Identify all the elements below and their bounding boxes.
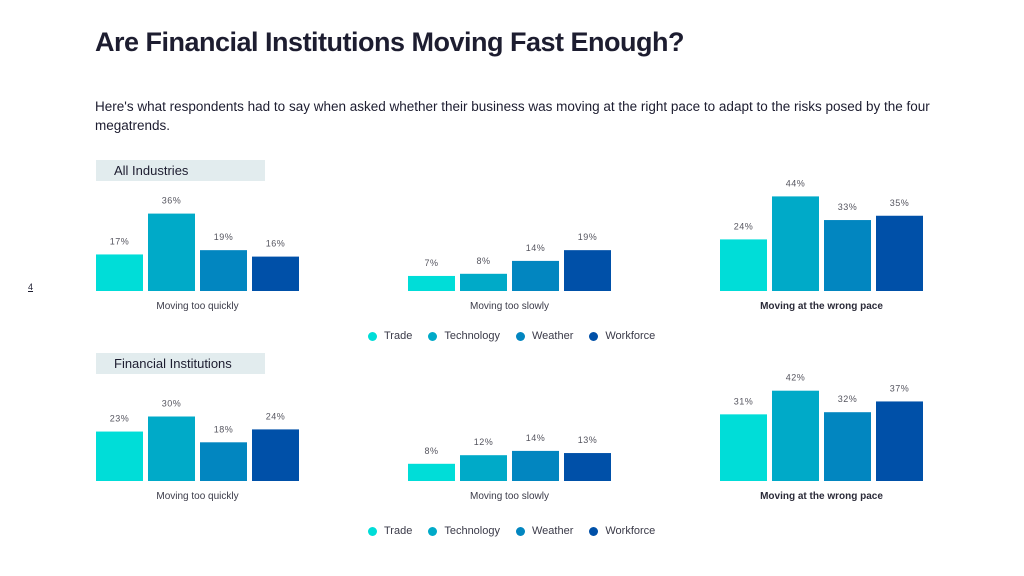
- legend-dot-workforce: [589, 526, 599, 536]
- bar-financial-institutions-moving-too-quickly-trade: [96, 431, 143, 481]
- legend-item-trade: Trade: [368, 330, 412, 342]
- bar-value-label-all-industries-moving-too-quickly-trade: 17%: [110, 236, 130, 246]
- legend-dot-technology: [428, 331, 438, 341]
- legend-dot-trade: [368, 331, 377, 341]
- legend-dot-weather: [515, 331, 525, 341]
- legend-financial-institutions: Trade Technology Weather Workforce: [368, 524, 671, 538]
- bar-value-label-financial-institutions-moving-at-the-wrong-pace-weather: 32%: [838, 394, 858, 404]
- bar-value-label-financial-institutions-moving-too-slowly-trade: 8%: [424, 446, 438, 456]
- bar-value-label-all-industries-moving-at-the-wrong-pace-trade: 24%: [734, 221, 754, 231]
- legend-item-weather: Weather: [515, 525, 574, 537]
- page-subtitle: Here's what respondents had to say when …: [95, 99, 930, 133]
- legend-label-weather: Weather: [531, 525, 574, 537]
- bar-financial-institutions-moving-at-the-wrong-pace-workforce: [876, 401, 923, 481]
- bar-all-industries-moving-too-slowly-weather: [512, 260, 559, 291]
- legend-dot-workforce: [589, 331, 599, 341]
- legend-label-technology: Technology: [444, 525, 500, 537]
- bar-value-label-financial-institutions-moving-too-slowly-weather: 14%: [526, 433, 546, 443]
- legend-label-workforce: Workforce: [605, 330, 656, 342]
- bar-financial-institutions-moving-too-quickly-weather: [200, 442, 247, 481]
- bar-all-industries-moving-at-the-wrong-pace-trade: [720, 239, 767, 291]
- bar-all-industries-moving-too-slowly-technology: [460, 273, 507, 291]
- bar-financial-institutions-moving-too-quickly-technology: [148, 416, 195, 481]
- category-label-financial-institutions-moving-too-quickly: Moving too quickly: [156, 491, 238, 502]
- bar-value-label-financial-institutions-moving-too-slowly-workforce: 13%: [578, 435, 598, 445]
- bar-value-label-all-industries-moving-too-quickly-technology: 36%: [162, 196, 182, 206]
- category-label-all-industries-moving-at-the-wrong-pace: Moving at the wrong pace: [760, 301, 883, 312]
- legend-item-workforce: Workforce: [589, 330, 655, 342]
- legend-item-technology: Technology: [428, 330, 500, 342]
- legend-label-workforce: Workforce: [605, 525, 656, 537]
- bar-value-label-financial-institutions-moving-too-quickly-trade: 23%: [110, 414, 130, 424]
- category-label-all-industries-moving-too-quickly: Moving too quickly: [156, 301, 238, 312]
- legend-label-trade: Trade: [384, 525, 413, 537]
- legend-dot-weather: [515, 526, 525, 536]
- bar-all-industries-moving-too-quickly-weather: [200, 250, 247, 291]
- legend-item-trade: Trade: [368, 525, 412, 537]
- bar-value-label-all-industries-moving-too-slowly-workforce: 19%: [578, 232, 598, 242]
- bar-value-label-financial-institutions-moving-too-quickly-weather: 18%: [214, 424, 234, 434]
- legend-item-workforce: Workforce: [589, 525, 655, 537]
- legend-label-trade: Trade: [384, 330, 413, 342]
- bar-all-industries-moving-too-quickly-workforce: [252, 256, 299, 291]
- bar-value-label-financial-institutions-moving-at-the-wrong-pace-technology: 42%: [786, 373, 806, 383]
- legend-item-technology: Technology: [428, 525, 500, 537]
- category-label-financial-institutions-moving-at-the-wrong-pace: Moving at the wrong pace: [760, 491, 883, 502]
- bar-all-industries-moving-too-slowly-workforce: [564, 250, 611, 291]
- bar-value-label-all-industries-moving-at-the-wrong-pace-technology: 44%: [786, 178, 806, 188]
- bar-all-industries-moving-at-the-wrong-pace-technology: [772, 196, 819, 291]
- bar-value-label-financial-institutions-moving-too-quickly-technology: 30%: [162, 399, 182, 409]
- bar-financial-institutions-moving-too-quickly-workforce: [252, 429, 299, 481]
- bar-all-industries-moving-too-quickly-technology: [148, 213, 195, 291]
- bar-all-industries-moving-at-the-wrong-pace-weather: [824, 220, 871, 291]
- bar-financial-institutions-moving-at-the-wrong-pace-technology: [772, 390, 819, 481]
- legend-all-industries: Trade Technology Weather Workforce: [368, 329, 671, 343]
- bar-value-label-financial-institutions-moving-too-slowly-technology: 12%: [474, 437, 494, 447]
- bar-financial-institutions-moving-too-slowly-workforce: [564, 453, 611, 481]
- bar-financial-institutions-moving-at-the-wrong-pace-trade: [720, 414, 767, 481]
- legend-item-weather: Weather: [515, 330, 574, 342]
- category-label-financial-institutions-moving-too-slowly: Moving too slowly: [470, 491, 549, 502]
- bar-financial-institutions-moving-too-slowly-weather: [512, 450, 559, 481]
- section-label-financial-institutions: Financial Institutions: [96, 353, 265, 374]
- bar-value-label-all-industries-moving-at-the-wrong-pace-workforce: 35%: [890, 198, 910, 208]
- bar-value-label-financial-institutions-moving-at-the-wrong-pace-workforce: 37%: [890, 383, 910, 393]
- bar-all-industries-moving-too-quickly-trade: [96, 254, 143, 291]
- section-label-all-industries: All Industries: [96, 160, 265, 181]
- legend-dot-technology: [428, 526, 438, 536]
- bar-all-industries-moving-too-slowly-trade: [408, 275, 455, 291]
- bar-value-label-all-industries-moving-at-the-wrong-pace-weather: 33%: [838, 202, 858, 212]
- legend-dot-trade: [368, 526, 377, 536]
- bar-value-label-all-industries-moving-too-slowly-technology: 8%: [476, 256, 490, 266]
- legend-label-technology: Technology: [444, 330, 500, 342]
- bar-value-label-all-industries-moving-too-slowly-weather: 14%: [526, 243, 546, 253]
- bar-financial-institutions-moving-at-the-wrong-pace-weather: [824, 412, 871, 481]
- bar-value-label-financial-institutions-moving-too-quickly-workforce: 24%: [266, 411, 286, 421]
- page-number[interactable]: 4: [28, 282, 34, 292]
- bar-value-label-all-industries-moving-too-slowly-trade: 7%: [424, 258, 438, 268]
- category-label-all-industries-moving-too-slowly: Moving too slowly: [470, 301, 549, 312]
- bar-all-industries-moving-at-the-wrong-pace-workforce: [876, 215, 923, 291]
- legend-label-weather: Weather: [531, 330, 574, 342]
- bar-value-label-all-industries-moving-too-quickly-workforce: 16%: [266, 239, 286, 249]
- bar-financial-institutions-moving-too-slowly-trade: [408, 463, 455, 481]
- bar-value-label-all-industries-moving-too-quickly-weather: 19%: [214, 232, 234, 242]
- bar-financial-institutions-moving-too-slowly-technology: [460, 455, 507, 481]
- page-title: Are Financial Institutions Moving Fast E…: [95, 27, 685, 57]
- bar-value-label-financial-institutions-moving-at-the-wrong-pace-trade: 31%: [734, 396, 754, 406]
